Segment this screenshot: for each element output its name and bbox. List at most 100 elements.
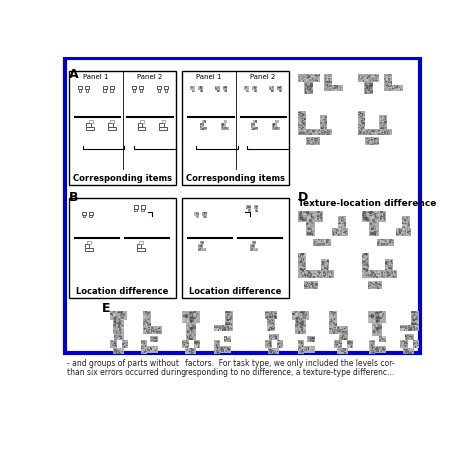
Bar: [385, 84, 387, 85]
Bar: [298, 331, 301, 334]
Bar: [344, 331, 346, 332]
Bar: [339, 341, 341, 343]
Bar: [374, 283, 375, 284]
Bar: [402, 221, 404, 223]
Bar: [330, 311, 332, 313]
Bar: [273, 123, 277, 127]
Bar: [197, 213, 199, 215]
Bar: [307, 347, 309, 349]
Bar: [150, 329, 151, 331]
Bar: [266, 341, 268, 342]
Bar: [192, 337, 193, 338]
Bar: [405, 221, 407, 222]
Bar: [377, 214, 379, 216]
Bar: [333, 318, 335, 319]
Bar: [321, 275, 322, 276]
Bar: [199, 248, 201, 249]
Bar: [200, 124, 201, 126]
Bar: [146, 312, 147, 314]
Bar: [402, 223, 405, 225]
Bar: [302, 266, 304, 268]
Bar: [363, 122, 365, 124]
Bar: [220, 327, 221, 328]
Bar: [125, 343, 126, 345]
Bar: [329, 328, 330, 329]
Bar: [251, 124, 252, 126]
Bar: [304, 211, 306, 213]
Bar: [217, 88, 219, 90]
Bar: [308, 347, 309, 350]
Bar: [118, 338, 120, 339]
Bar: [223, 350, 224, 352]
Bar: [321, 274, 323, 275]
Bar: [334, 88, 335, 90]
Bar: [365, 257, 366, 260]
Bar: [382, 272, 383, 273]
Bar: [247, 91, 249, 92]
Bar: [384, 276, 385, 278]
Bar: [373, 346, 374, 347]
Bar: [373, 344, 375, 346]
Bar: [226, 316, 227, 318]
Bar: [304, 254, 306, 256]
Bar: [344, 224, 345, 226]
Bar: [390, 273, 391, 276]
Bar: [408, 230, 410, 233]
Bar: [333, 322, 335, 324]
Bar: [275, 316, 276, 317]
Bar: [222, 128, 224, 129]
Bar: [254, 86, 256, 87]
Bar: [405, 217, 407, 219]
Bar: [390, 240, 392, 242]
Bar: [306, 214, 309, 215]
Bar: [383, 340, 385, 342]
Bar: [339, 343, 341, 344]
Bar: [321, 116, 322, 118]
Bar: [402, 216, 410, 234]
Bar: [334, 329, 335, 331]
Bar: [314, 138, 316, 140]
Bar: [301, 347, 303, 348]
Bar: [338, 222, 339, 224]
Bar: [338, 234, 340, 236]
Bar: [305, 86, 309, 89]
Bar: [383, 214, 385, 218]
Bar: [361, 118, 362, 120]
Bar: [372, 228, 374, 231]
Bar: [116, 337, 117, 338]
Bar: [301, 276, 302, 277]
Bar: [145, 350, 146, 351]
Bar: [311, 140, 313, 142]
Bar: [322, 117, 324, 118]
Bar: [319, 130, 320, 131]
Bar: [302, 78, 304, 79]
Bar: [190, 311, 192, 314]
Bar: [321, 261, 323, 262]
Bar: [145, 330, 146, 332]
Bar: [370, 132, 372, 133]
Bar: [325, 123, 327, 124]
Bar: [372, 341, 373, 343]
Bar: [369, 271, 371, 273]
Bar: [406, 221, 407, 222]
Bar: [382, 338, 384, 339]
Bar: [301, 118, 303, 120]
Bar: [373, 142, 374, 144]
Bar: [376, 283, 378, 284]
Bar: [322, 271, 324, 272]
Bar: [369, 222, 379, 236]
Bar: [401, 327, 402, 328]
Bar: [198, 248, 201, 250]
Bar: [341, 231, 343, 234]
Bar: [349, 343, 351, 345]
Bar: [383, 117, 385, 118]
Bar: [329, 83, 331, 85]
Bar: [299, 345, 301, 346]
Bar: [398, 229, 400, 231]
Bar: [150, 346, 151, 348]
Bar: [359, 120, 360, 122]
Bar: [306, 272, 308, 273]
Bar: [316, 74, 318, 76]
Bar: [301, 330, 303, 332]
Bar: [371, 76, 373, 78]
